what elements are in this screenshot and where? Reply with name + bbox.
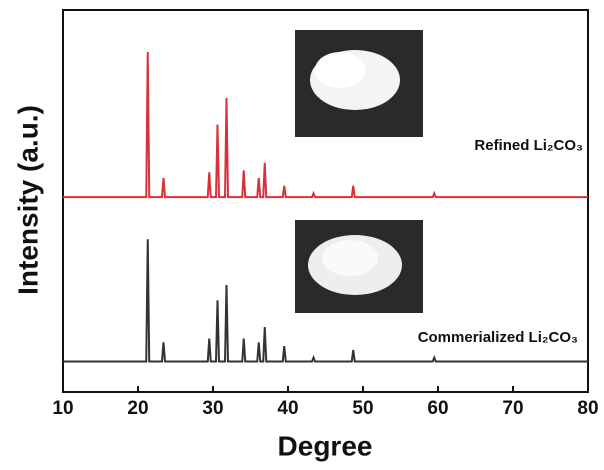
x-tick-label: 70 xyxy=(502,398,523,419)
photo-commercial xyxy=(295,220,423,313)
x-tick-label: 80 xyxy=(577,398,598,419)
photo-refined xyxy=(295,30,423,137)
series-line xyxy=(63,52,588,199)
x-tick-label: 30 xyxy=(202,398,223,419)
x-tick-label: 60 xyxy=(427,398,448,419)
plot-frame xyxy=(62,9,589,393)
y-axis-title: Intensity (a.u.) xyxy=(12,105,43,295)
x-tick-label: 40 xyxy=(277,398,298,419)
x-axis-title: Degree xyxy=(278,430,373,461)
series-line xyxy=(63,239,588,363)
series-label: Commerialized Li₂CO₃ xyxy=(418,329,578,346)
x-tick-label: 20 xyxy=(127,398,148,419)
x-tick-label: 10 xyxy=(52,398,73,419)
series-label: Refined Li₂CO₃ xyxy=(474,137,583,154)
x-tick-label: 50 xyxy=(352,398,373,419)
